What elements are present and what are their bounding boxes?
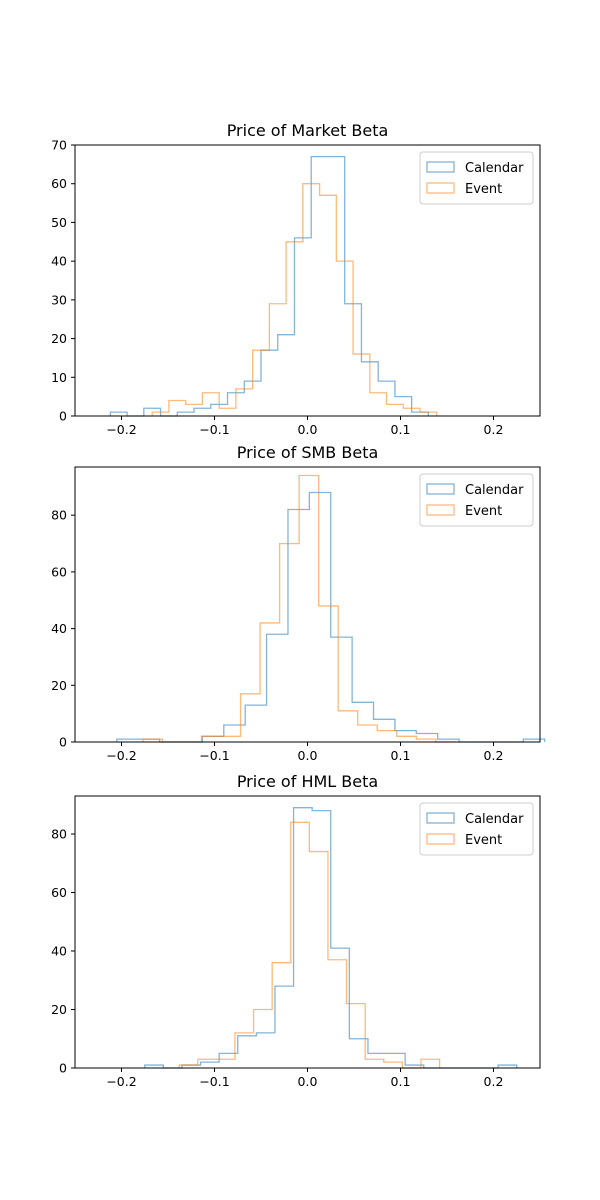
x-tick-label: −0.2 <box>106 748 136 763</box>
legend-label-event: Event <box>465 833 502 848</box>
legend-swatch-event <box>426 182 455 194</box>
x-tick-label: 0.2 <box>484 748 504 763</box>
histogram-series-event <box>178 821 441 1069</box>
y-tick-label: 70 <box>51 138 67 153</box>
legend: Calendar Event <box>419 802 534 856</box>
x-tick-label: 0.2 <box>484 422 504 437</box>
x-tick-label: −0.2 <box>106 422 136 437</box>
legend-swatch-event <box>426 833 455 845</box>
y-tick-label: 20 <box>51 1002 67 1017</box>
legend-label-calendar: Calendar <box>465 483 524 498</box>
x-tick-label: −0.1 <box>199 1074 229 1089</box>
histogram-series-event <box>151 183 438 416</box>
legend-label-event: Event <box>465 182 502 197</box>
x-tick-label: −0.1 <box>199 748 229 763</box>
y-tick-label: 10 <box>51 370 67 385</box>
y-tick-label: 0 <box>59 1061 67 1076</box>
x-tick-label: 0.0 <box>298 1074 318 1089</box>
y-tick-label: 60 <box>51 176 67 191</box>
y-tick-label: 40 <box>51 944 67 959</box>
legend-swatch-calendar <box>426 161 455 173</box>
legend-swatch-event <box>426 504 455 516</box>
y-tick-label: 60 <box>51 885 67 900</box>
legend: Calendar Event <box>419 151 534 205</box>
y-tick-label: 30 <box>51 292 67 307</box>
x-tick-label: 0.0 <box>298 422 318 437</box>
x-tick-label: 0.2 <box>484 1074 504 1089</box>
x-tick-label: 0.1 <box>391 748 411 763</box>
x-tick-label: 0.1 <box>391 422 411 437</box>
legend-box <box>419 151 534 205</box>
x-tick-label: −0.1 <box>199 422 229 437</box>
y-tick-label: 20 <box>51 678 67 693</box>
legend-swatch-calendar <box>426 812 455 824</box>
x-tick-label: −0.2 <box>106 1074 136 1089</box>
chart-title: Price of Market Beta <box>227 121 389 140</box>
legend: Calendar Event <box>419 473 534 527</box>
y-tick-label: 80 <box>51 827 67 842</box>
chart-title: Price of HML Beta <box>237 772 378 791</box>
legend-box <box>419 802 534 856</box>
y-tick-label: 40 <box>51 621 67 636</box>
chart-panel-3: Price of HML Beta −0.2 −0.1 0.0 0.1 0.2 0 20 40 6… <box>51 772 541 1089</box>
y-tick-label: 0 <box>59 409 67 424</box>
chart-panel-2: Price of SMB Beta −0.2 −0.1 0.0 0.1 0.2 0 20 40 6… <box>51 443 546 763</box>
legend-label-calendar: Calendar <box>465 161 524 176</box>
legend-swatch-calendar <box>426 483 455 495</box>
chart-panel-1: Price of Market Beta −0.2 −0.1 0.0 0.1 0.2 0 10… <box>51 121 541 437</box>
y-tick-label: 80 <box>51 508 67 523</box>
chart-title: Price of SMB Beta <box>237 443 379 462</box>
legend-label-event: Event <box>465 504 502 519</box>
y-tick-label: 50 <box>51 215 67 230</box>
x-tick-label: 0.0 <box>298 748 318 763</box>
y-tick-label: 40 <box>51 254 67 269</box>
y-tick-label: 0 <box>59 735 67 750</box>
y-tick-label: 60 <box>51 564 67 579</box>
x-tick-label: 0.1 <box>391 1074 411 1089</box>
legend-box <box>419 473 534 527</box>
y-tick-label: 20 <box>51 331 67 346</box>
legend-label-calendar: Calendar <box>465 812 524 827</box>
